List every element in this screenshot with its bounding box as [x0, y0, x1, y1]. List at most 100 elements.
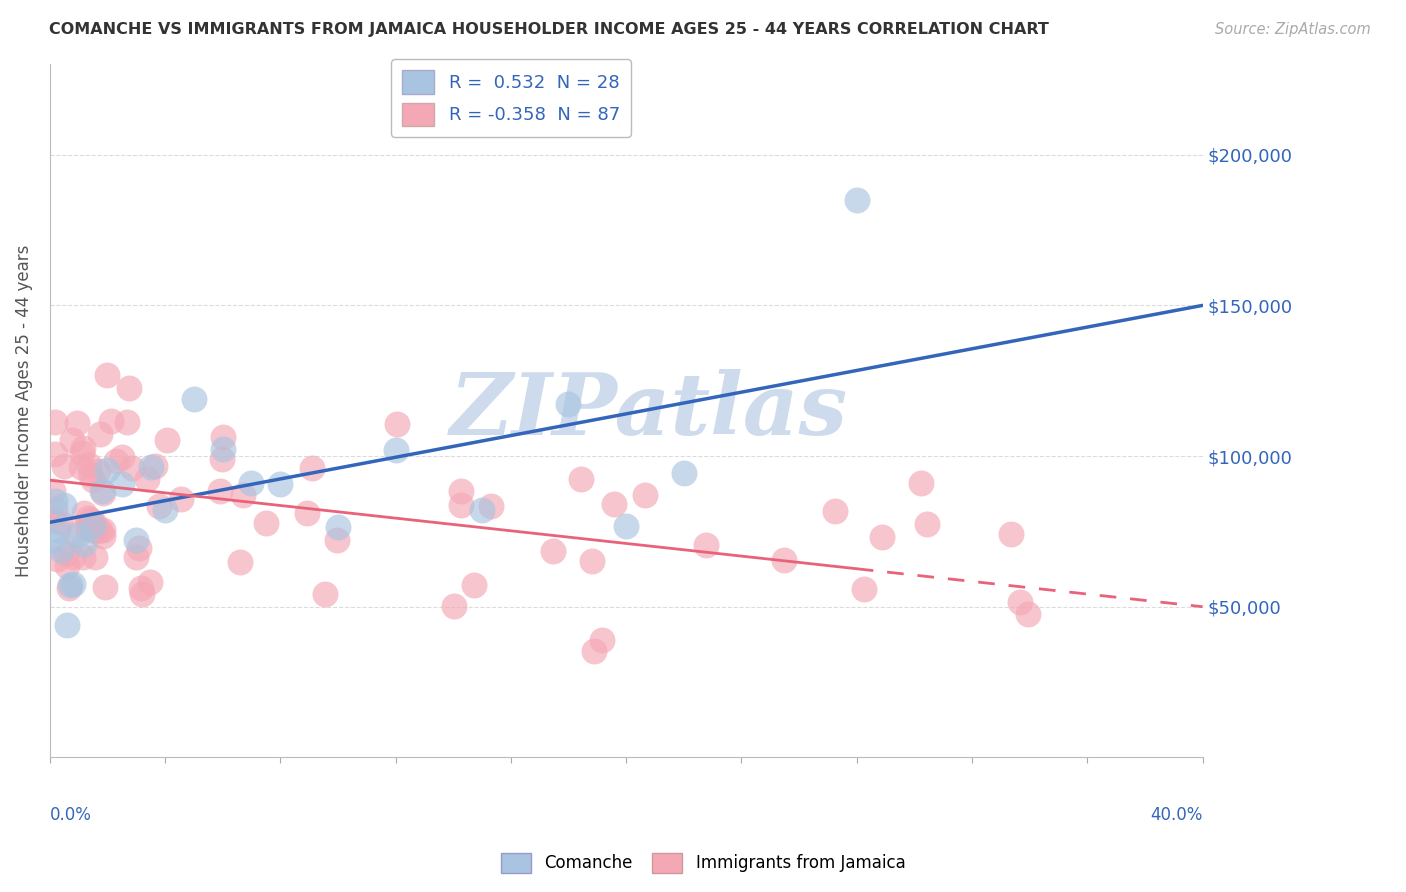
Point — [384, 442, 406, 457]
Point — [463, 578, 485, 592]
Point — [156, 433, 179, 447]
Point — [51, 543, 73, 558]
Point — [326, 520, 349, 534]
Point — [41, 483, 63, 498]
Point — [72, 549, 94, 564]
Point — [314, 587, 336, 601]
Point — [84, 549, 107, 564]
Point — [77, 521, 100, 535]
Point — [80, 513, 103, 527]
Point — [87, 464, 110, 478]
Point — [67, 528, 90, 542]
Point — [128, 541, 150, 555]
Point — [131, 587, 153, 601]
Point — [143, 458, 166, 473]
Point — [326, 533, 349, 547]
Point — [232, 488, 254, 502]
Point — [211, 452, 233, 467]
Point — [124, 549, 146, 564]
Point — [41, 512, 63, 526]
Point — [96, 463, 118, 477]
Point — [138, 575, 160, 590]
Point — [1000, 526, 1022, 541]
Text: Source: ZipAtlas.com: Source: ZipAtlas.com — [1215, 22, 1371, 37]
Point — [44, 502, 66, 516]
Point — [139, 460, 162, 475]
Point — [773, 553, 796, 567]
Point — [557, 397, 579, 411]
Point — [79, 467, 101, 482]
Point — [872, 530, 894, 544]
Text: 0.0%: 0.0% — [49, 805, 91, 824]
Point — [1008, 594, 1031, 608]
Point — [301, 460, 323, 475]
Y-axis label: Householder Income Ages 25 - 44 years: Householder Income Ages 25 - 44 years — [15, 244, 32, 577]
Point — [443, 599, 465, 613]
Point — [91, 486, 114, 500]
Point — [53, 459, 76, 474]
Point — [66, 416, 89, 430]
Point — [100, 414, 122, 428]
Point — [845, 193, 868, 207]
Point — [170, 492, 193, 507]
Point — [125, 533, 148, 548]
Point — [269, 477, 291, 491]
Point — [91, 523, 114, 537]
Point — [183, 392, 205, 406]
Point — [211, 442, 233, 456]
Point — [96, 368, 118, 382]
Point — [917, 517, 939, 532]
Point — [450, 498, 472, 512]
Point — [56, 559, 79, 574]
Text: 40.0%: 40.0% — [1150, 805, 1202, 824]
Point — [591, 633, 613, 648]
Point — [121, 461, 143, 475]
Point — [129, 581, 152, 595]
Point — [634, 488, 657, 502]
Point — [614, 519, 637, 533]
Point — [73, 537, 96, 551]
Point — [41, 533, 63, 548]
Point — [62, 576, 84, 591]
Point — [72, 446, 94, 460]
Point — [111, 477, 134, 491]
Point — [111, 450, 134, 464]
Legend: R =  0.532  N = 28, R = -0.358  N = 87: R = 0.532 N = 28, R = -0.358 N = 87 — [391, 60, 631, 136]
Point — [46, 523, 69, 537]
Point — [228, 555, 250, 569]
Point — [83, 516, 105, 530]
Point — [583, 644, 606, 658]
Point — [77, 511, 100, 525]
Point — [240, 476, 263, 491]
Point — [695, 538, 717, 552]
Point — [58, 581, 80, 595]
Point — [86, 524, 108, 538]
Point — [450, 483, 472, 498]
Point — [672, 467, 695, 481]
Point — [44, 493, 66, 508]
Point — [581, 554, 603, 568]
Point — [115, 416, 138, 430]
Point — [212, 430, 235, 444]
Point — [53, 499, 76, 513]
Point — [56, 618, 79, 632]
Point — [541, 543, 564, 558]
Point — [44, 415, 66, 429]
Point — [82, 519, 104, 533]
Point — [1017, 607, 1039, 621]
Point — [385, 417, 408, 431]
Point — [82, 473, 104, 487]
Text: COMANCHE VS IMMIGRANTS FROM JAMAICA HOUSEHOLDER INCOME AGES 25 - 44 YEARS CORREL: COMANCHE VS IMMIGRANTS FROM JAMAICA HOUS… — [49, 22, 1049, 37]
Point — [136, 473, 159, 487]
Point — [60, 434, 83, 448]
Point — [569, 472, 592, 486]
Point — [91, 529, 114, 543]
Point — [910, 475, 932, 490]
Point — [148, 499, 170, 513]
Point — [49, 515, 72, 529]
Point — [89, 426, 111, 441]
Point — [471, 502, 494, 516]
Point — [295, 506, 318, 520]
Point — [77, 458, 100, 472]
Point — [63, 526, 86, 541]
